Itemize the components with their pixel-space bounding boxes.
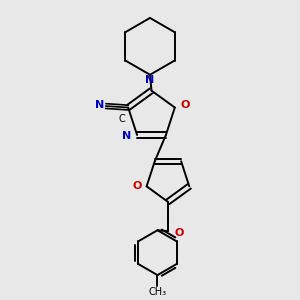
Text: N: N — [95, 100, 104, 110]
Text: C: C — [119, 114, 126, 124]
Text: CH₃: CH₃ — [148, 287, 166, 297]
Text: N: N — [122, 131, 132, 141]
Text: N: N — [146, 75, 154, 85]
Text: O: O — [180, 100, 190, 110]
Text: O: O — [175, 228, 184, 238]
Text: O: O — [133, 181, 142, 191]
